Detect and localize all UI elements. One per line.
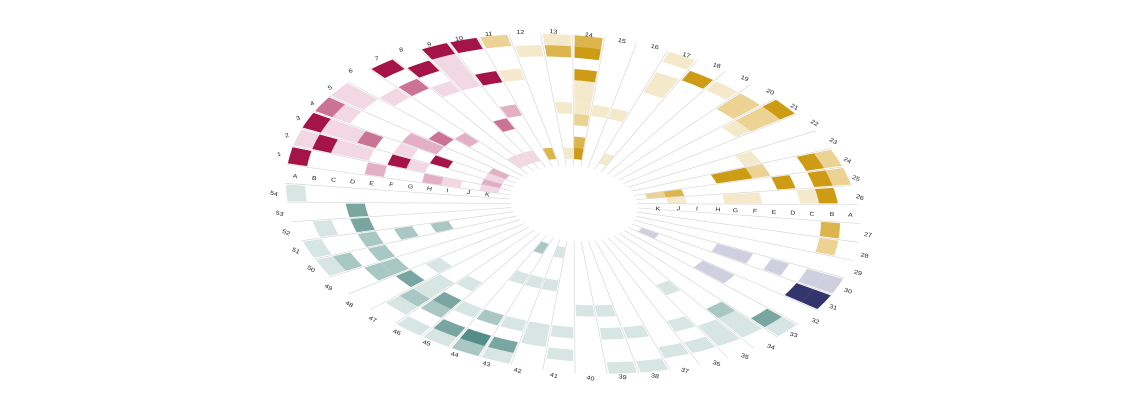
svg-text:22: 22 — [809, 119, 819, 129]
svg-text:15: 15 — [617, 37, 626, 45]
svg-text:28: 28 — [860, 252, 870, 260]
svg-text:13: 13 — [549, 29, 558, 36]
svg-text:C: C — [809, 211, 815, 218]
svg-text:2: 2 — [284, 132, 290, 139]
svg-text:48: 48 — [344, 300, 354, 310]
svg-text:38: 38 — [651, 373, 660, 380]
svg-text:7: 7 — [374, 55, 380, 62]
svg-text:25: 25 — [851, 174, 861, 183]
svg-text:K: K — [655, 206, 661, 213]
svg-text:D: D — [790, 210, 796, 217]
svg-text:27: 27 — [863, 232, 872, 240]
svg-text:24: 24 — [842, 156, 852, 165]
svg-text:F: F — [388, 182, 394, 189]
svg-text:E: E — [771, 209, 776, 216]
svg-text:G: G — [407, 183, 414, 190]
svg-text:46: 46 — [392, 328, 402, 337]
svg-text:45: 45 — [422, 339, 432, 347]
svg-text:6: 6 — [348, 67, 355, 74]
svg-text:53: 53 — [275, 210, 285, 218]
svg-text:J: J — [466, 189, 471, 196]
svg-text:33: 33 — [789, 331, 799, 339]
svg-text:J: J — [676, 206, 680, 213]
svg-text:5: 5 — [327, 84, 334, 92]
svg-text:17: 17 — [682, 52, 692, 60]
svg-text:C: C — [330, 177, 337, 184]
svg-text:A: A — [848, 212, 854, 219]
svg-text:1: 1 — [277, 151, 282, 158]
svg-text:H: H — [715, 207, 721, 214]
svg-text:10: 10 — [455, 35, 464, 43]
svg-text:39: 39 — [618, 374, 627, 381]
svg-text:52: 52 — [281, 228, 291, 237]
svg-text:12: 12 — [516, 30, 524, 36]
svg-text:32: 32 — [811, 317, 821, 325]
svg-text:B: B — [829, 211, 834, 218]
svg-text:21: 21 — [789, 103, 799, 112]
svg-text:35: 35 — [740, 352, 750, 361]
svg-text:42: 42 — [513, 367, 523, 375]
svg-text:26: 26 — [855, 194, 865, 202]
svg-text:9: 9 — [427, 41, 433, 48]
svg-text:29: 29 — [853, 269, 863, 277]
svg-text:8: 8 — [399, 47, 405, 54]
svg-text:3: 3 — [295, 115, 301, 122]
svg-text:F: F — [752, 208, 757, 215]
svg-text:4: 4 — [309, 100, 316, 108]
svg-text:40: 40 — [586, 375, 596, 383]
svg-text:34: 34 — [766, 343, 776, 351]
svg-text:11: 11 — [485, 31, 493, 38]
svg-text:36: 36 — [712, 360, 722, 369]
svg-text:54: 54 — [269, 190, 279, 198]
svg-text:I: I — [696, 206, 699, 212]
svg-text:37: 37 — [680, 367, 690, 375]
svg-text:49: 49 — [323, 283, 333, 293]
svg-text:30: 30 — [843, 287, 853, 295]
svg-text:23: 23 — [828, 137, 838, 147]
svg-text:16: 16 — [650, 43, 660, 51]
svg-text:43: 43 — [482, 360, 492, 368]
svg-text:E: E — [369, 180, 375, 187]
svg-text:G: G — [732, 207, 738, 214]
svg-text:I: I — [446, 188, 449, 194]
svg-text:51: 51 — [291, 247, 301, 256]
svg-text:20: 20 — [765, 88, 775, 97]
svg-text:41: 41 — [549, 372, 559, 380]
svg-text:44: 44 — [450, 351, 460, 359]
svg-text:A: A — [292, 173, 299, 180]
svg-text:47: 47 — [367, 315, 377, 324]
svg-text:K: K — [484, 191, 491, 198]
svg-text:14: 14 — [584, 32, 593, 40]
svg-text:19: 19 — [740, 74, 750, 83]
svg-text:B: B — [311, 175, 317, 182]
svg-text:31: 31 — [828, 303, 838, 312]
svg-text:50: 50 — [306, 265, 316, 275]
svg-text:D: D — [349, 179, 356, 186]
svg-text:H: H — [426, 186, 433, 193]
svg-text:18: 18 — [712, 62, 722, 70]
